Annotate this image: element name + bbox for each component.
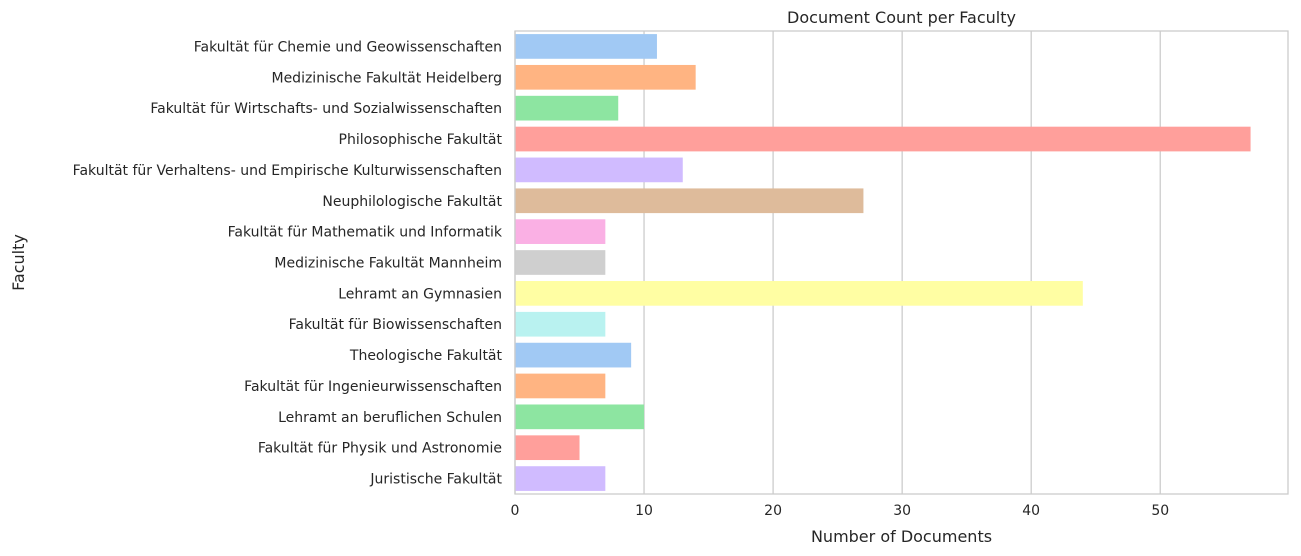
x-tick-label: 20 [764, 503, 782, 519]
x-tick-label: 50 [1151, 503, 1169, 519]
bar [515, 95, 619, 121]
y-tick-label: Fakultät für Chemie und Geowissenschafte… [194, 39, 502, 55]
y-axis-label: Faculty [9, 234, 28, 291]
y-tick-label: Medizinische Fakultät Heidelberg [271, 70, 502, 86]
bar [515, 342, 632, 368]
bar [515, 188, 864, 214]
x-axis-label: Number of Documents [811, 527, 992, 546]
y-tick-label: Theologische Fakultät [349, 348, 503, 364]
y-tick-label: Lehramt an Gymnasien [338, 286, 502, 302]
x-axis-ticks: 0 10 20 30 40 50 [511, 503, 1170, 519]
y-tick-label: Fakultät für Verhaltens- und Empirische … [73, 163, 502, 179]
y-tick-label: Neuphilologische Fakultät [322, 194, 502, 210]
bar [515, 281, 1083, 306]
x-tick-label: 0 [511, 503, 520, 519]
bar [515, 157, 683, 183]
bar [515, 64, 696, 90]
bars [515, 34, 1251, 491]
y-axis-ticks: Fakultät für Chemie und Geowissenschafte… [73, 39, 503, 487]
y-tick-label: Fakultät für Ingenieurwissenschaften [244, 379, 502, 395]
bar [515, 219, 606, 244]
y-tick-label: Fakultät für Mathematik und Informatik [228, 225, 503, 241]
y-tick-label: Juristische Fakultät [369, 472, 502, 488]
y-tick-label: Medizinische Fakultät Mannheim [274, 256, 502, 272]
bar [515, 404, 645, 430]
bar [515, 373, 606, 399]
bar [515, 435, 580, 461]
y-tick-label: Lehramt an beruflichen Schulen [278, 410, 502, 426]
chart-title: Document Count per Faculty [787, 8, 1016, 27]
bar [515, 126, 1251, 152]
bar [515, 466, 606, 491]
bar [515, 311, 606, 337]
x-tick-label: 40 [1022, 503, 1040, 519]
bar [515, 250, 606, 275]
y-tick-label: Philosophische Fakultät [339, 132, 503, 148]
x-tick-label: 10 [635, 503, 653, 519]
x-tick-label: 30 [893, 503, 911, 519]
y-tick-label: Fakultät für Physik und Astronomie [258, 441, 502, 457]
y-tick-label: Fakultät für Biowissenschaften [289, 317, 502, 333]
bar [515, 34, 657, 59]
plot-frame [514, 30, 1289, 495]
y-tick-label: Fakultät für Wirtschafts- und Sozialwiss… [150, 101, 502, 117]
